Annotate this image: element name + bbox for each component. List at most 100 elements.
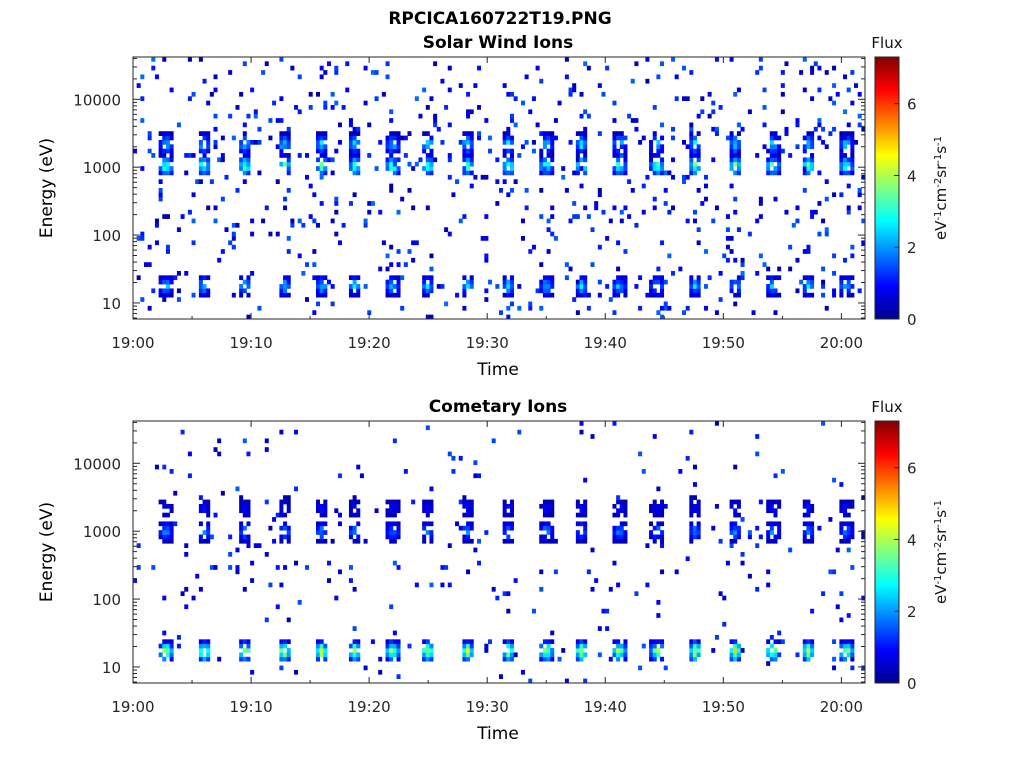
heatmap-cell [656,534,661,540]
heatmap-cell [656,153,661,158]
heatmap-cell [641,643,646,649]
heatmap-cell [806,170,811,176]
heatmap-cell [861,126,866,132]
heatmap-cell [846,652,851,658]
heatmap-cell [389,262,394,267]
heatmap-cell [466,656,471,662]
heatmap-cell [400,305,405,311]
heatmap-cell [217,438,222,444]
heatmap-cell [162,153,167,158]
heatmap-cell [286,188,291,193]
heatmap-cell [250,270,255,276]
heatmap-cell [583,503,588,509]
heatmap-cell [817,201,822,206]
heatmap-cell [462,648,467,653]
heatmap-cell [385,534,390,540]
heatmap-cell [348,525,353,531]
heatmap-cell [689,279,694,285]
heatmap-cell [140,96,145,102]
heatmap-cell [846,648,851,653]
heatmap-cell [824,179,829,184]
heatmap-cell [810,648,815,653]
heatmap-cell [729,157,734,163]
heatmap-cell [843,157,848,163]
heatmap-cell [714,421,719,426]
heatmap-cell [703,174,708,180]
heatmap-cell [396,521,401,527]
heatmap-cell [795,218,800,224]
heatmap-cell [758,214,763,219]
heatmap-cell [213,126,218,132]
heatmap-cell [861,534,866,540]
heatmap-cell [828,569,833,575]
heatmap-cell [466,148,471,154]
heatmap-cell [206,652,211,658]
heatmap-cell [539,157,544,163]
heatmap-cell [506,131,511,136]
heatmap-cell [846,292,851,298]
heatmap-cell [319,166,324,171]
heatmap-cell [429,652,434,658]
heatmap-cell [616,656,621,662]
heatmap-cell [777,630,782,636]
heatmap-cell [696,284,701,289]
heatmap-cell [810,214,815,219]
heatmap-cell [385,292,390,298]
heatmap-cell [176,270,181,276]
heatmap-cell [550,648,555,653]
heatmap-cell [466,530,471,535]
heatmap-cell [652,648,657,653]
heatmap-cell [319,284,324,289]
heatmap-cell [389,652,394,658]
heatmap-cell [586,65,591,71]
heatmap-cell [220,490,225,496]
heatmap-cell [264,61,269,67]
heatmap-cell [575,279,580,285]
heatmap-cell [348,144,353,150]
heatmap-cell [469,499,474,505]
heatmap-cell [810,652,815,658]
heatmap-cell [425,157,430,163]
heatmap-cell [319,538,324,544]
heatmap-cell [469,170,474,176]
heatmap-cell [396,530,401,535]
heatmap-cell [275,179,280,184]
heatmap-cell [316,656,321,662]
heatmap-cell [198,161,203,167]
heatmap-cell [400,196,405,202]
heatmap-cell [407,249,412,254]
heatmap-cell [736,499,741,505]
heatmap-cell [802,249,807,254]
heatmap-cell [447,87,452,93]
heatmap-cell [162,57,167,62]
heatmap-cell [575,639,580,645]
heatmap-cell [484,214,489,219]
heatmap-cell [392,538,397,544]
heatmap-cell [575,512,580,518]
heatmap-cell [784,131,789,136]
heatmap-cell [374,508,379,514]
heatmap-cell [316,157,321,163]
heatmap-cell [213,139,218,145]
heatmap-cell [736,87,741,93]
heatmap-cell [509,652,514,658]
heatmap-cell [766,534,771,540]
heatmap-cell [334,65,339,71]
heatmap-cell [499,310,504,315]
heatmap-cell [202,643,207,649]
heatmap-cell [597,626,602,631]
heatmap-cell [206,499,211,505]
heatmap-cell [846,284,851,289]
heatmap-cell [696,227,701,233]
heatmap-cell [777,135,782,141]
heatmap-cell [462,292,467,298]
heatmap-cell [843,656,848,662]
heatmap-cell [506,292,511,298]
heatmap-cell [352,538,357,544]
heatmap-cell [477,131,482,136]
heatmap-cell [696,292,701,298]
heatmap-cell [703,183,708,189]
heatmap-cell [780,148,785,154]
heatmap-cell [220,249,225,254]
heatmap-cell [513,96,518,102]
